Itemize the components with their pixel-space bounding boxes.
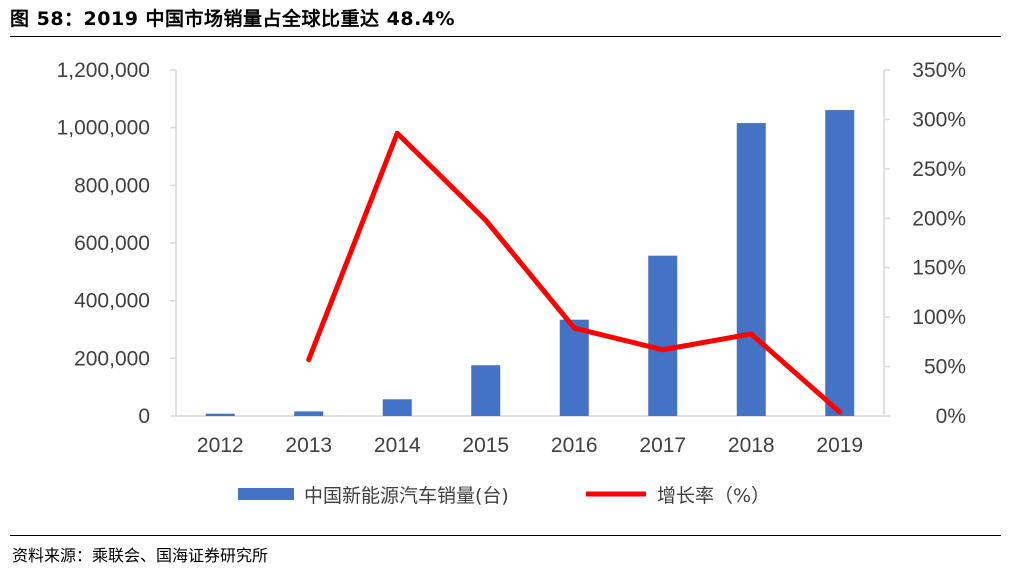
x-tick-label: 2016 — [551, 434, 598, 457]
right-tick-label: 200% — [912, 207, 966, 230]
left-tick-label: 1,200,000 — [57, 59, 150, 82]
right-tick-label: 0% — [936, 405, 966, 428]
right-tick-label: 350% — [912, 59, 966, 82]
x-tick-label: 2012 — [197, 434, 244, 457]
title-rule — [10, 36, 1001, 37]
right-tick-label: 100% — [912, 306, 966, 329]
legend-bar-label: 中国新能源汽车销量(台) — [304, 485, 509, 507]
bar-2015 — [471, 365, 501, 416]
left-tick-label: 200,000 — [74, 347, 150, 370]
right-tick-label: 300% — [912, 108, 966, 131]
right-tick-label: 250% — [912, 158, 966, 181]
bar-2014 — [382, 399, 412, 416]
legend-line-label: 增长率（%） — [657, 485, 770, 507]
figure-title: 图 58：2019 中国市场销量占全球比重达 48.4% — [10, 8, 456, 30]
bar-2016 — [559, 319, 589, 416]
x-axis-labels: 2012 2013 2014 2015 2016 2017 2018 2019 — [197, 434, 863, 457]
x-tick-label: 2017 — [639, 434, 686, 457]
x-tick-label: 2018 — [728, 434, 775, 457]
source-rule — [10, 535, 1001, 536]
left-tick-label: 800,000 — [74, 174, 150, 197]
right-axis-ticks: 0% 50% 100% 150% 200% 250% 300% 350% — [884, 59, 966, 428]
bar-2018 — [736, 123, 766, 416]
bar-2017 — [648, 255, 678, 416]
axes — [175, 70, 885, 417]
left-tick-label: 0 — [138, 405, 150, 428]
x-tick-label: 2013 — [285, 434, 332, 457]
source-note: 资料来源：乘联会、国海证券研究所 — [12, 546, 269, 565]
bar-2012 — [205, 413, 235, 416]
left-tick-label: 400,000 — [74, 290, 150, 313]
right-tick-label: 150% — [912, 257, 966, 280]
x-tick-label: 2015 — [462, 434, 509, 457]
left-tick-label: 1,000,000 — [57, 117, 150, 140]
right-tick-label: 50% — [924, 356, 966, 379]
x-tick-label: 2019 — [816, 434, 863, 457]
left-axis-ticks: 0 200,000 400,000 600,000 800,000 1,000,000 1,… — [57, 59, 176, 428]
left-tick-label: 600,000 — [74, 232, 150, 255]
line-series — [306, 130, 843, 415]
legend-bar-swatch — [238, 488, 294, 500]
x-tick-label: 2014 — [374, 434, 421, 457]
bar-2013 — [294, 411, 324, 416]
bar-series — [205, 110, 855, 416]
bar-2019 — [825, 110, 855, 416]
combo-chart: 0 200,000 400,000 600,000 800,000 1,000,000 1,… — [57, 59, 966, 507]
legend: 中国新能源汽车销量(台) 增长率（%） — [238, 485, 770, 507]
